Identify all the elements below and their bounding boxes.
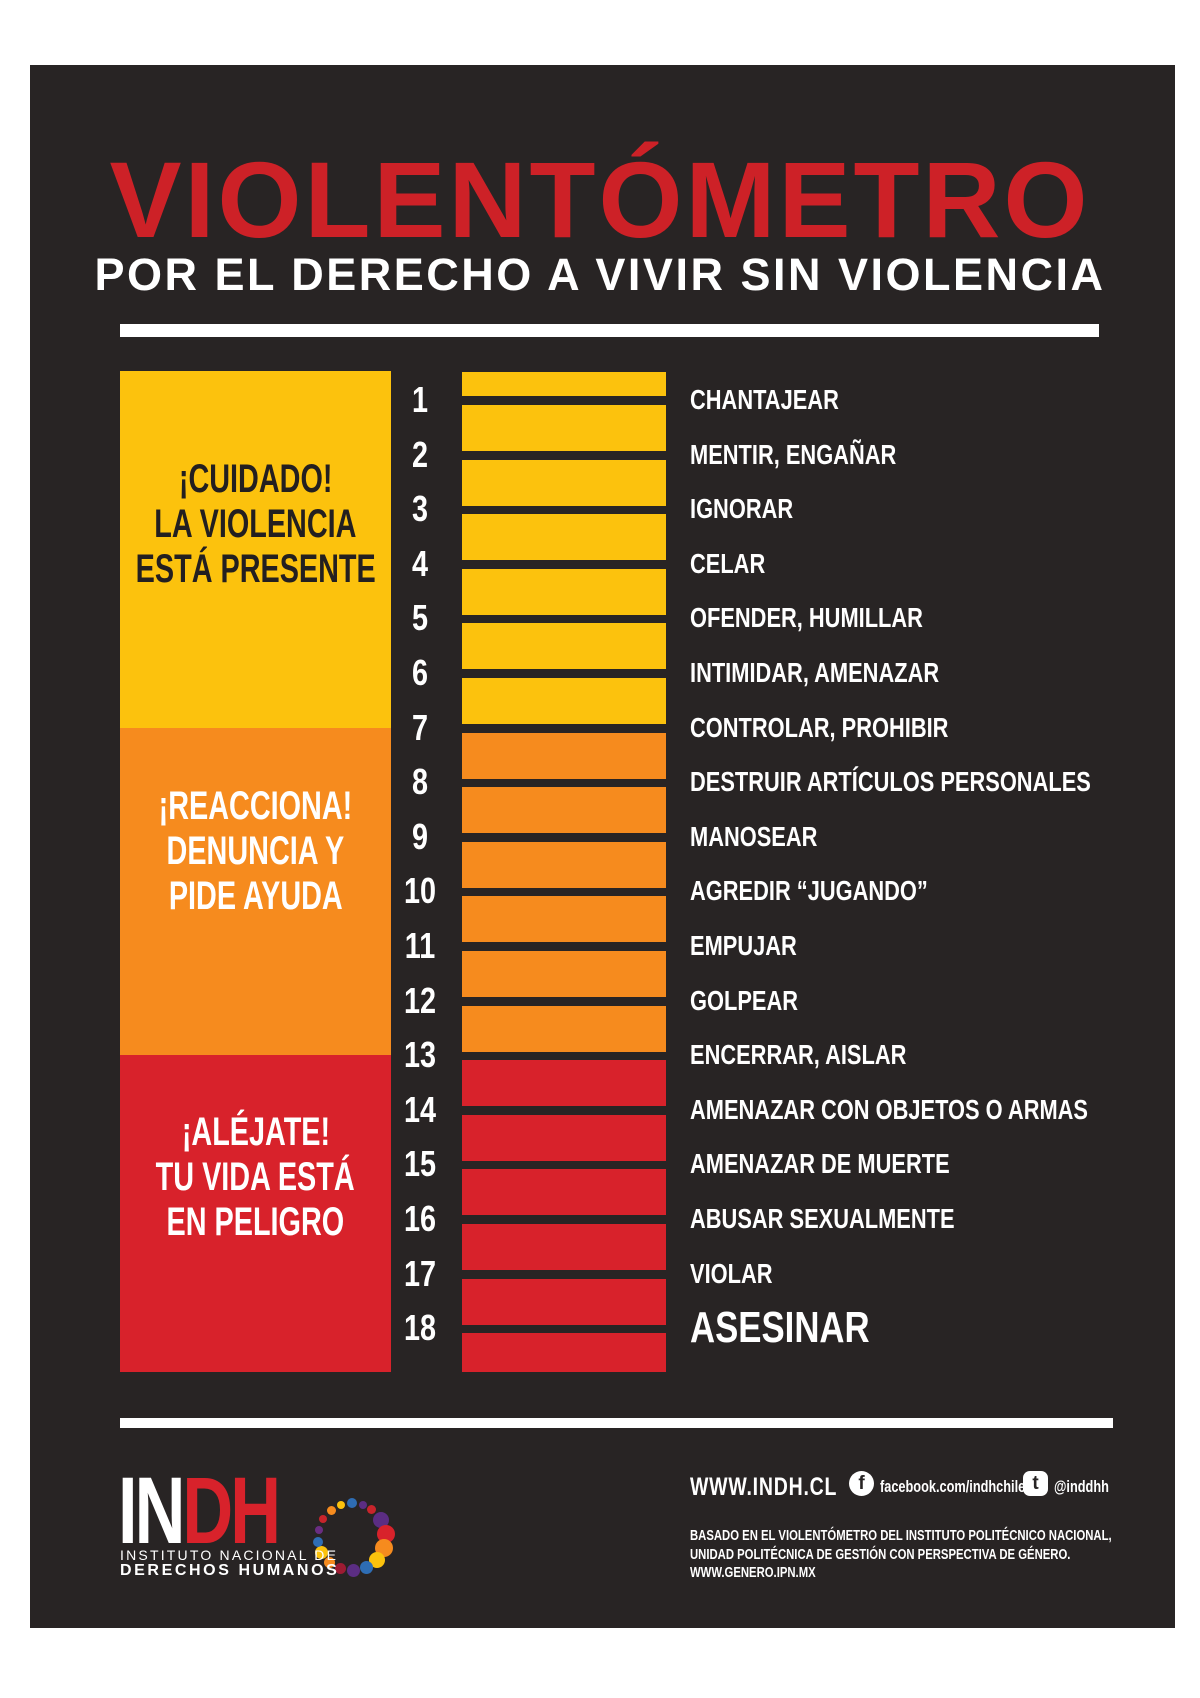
meter-number: 15 — [403, 1143, 437, 1184]
zone-text-line: EN PELIGRO — [166, 1200, 345, 1244]
meter-number: 18 — [403, 1307, 437, 1348]
zone-text-line: PIDE AYUDA — [168, 874, 343, 918]
meter-bar — [462, 842, 666, 888]
meter-label: VIOLAR — [690, 1258, 773, 1289]
meter-bar — [462, 569, 666, 615]
poster-subtitle: POR EL DERECHO A VIVIR SIN VIOLENCIA — [94, 249, 1106, 300]
meter-bar — [462, 1060, 666, 1106]
meter-label: AGREDIR “JUGANDO” — [690, 875, 928, 906]
website-url: WWW.INDH.CL — [690, 1473, 838, 1501]
meter-label: CONTROLAR, PROHIBIR — [690, 712, 949, 743]
meter-bar — [462, 1006, 666, 1052]
meter-bar — [462, 951, 666, 997]
zone-text-line: TU VIDA ESTÁ — [156, 1155, 355, 1199]
meter-label: AMENAZAR DE MUERTE — [690, 1148, 950, 1179]
meter-label: ENCERRAR, AISLAR — [690, 1039, 907, 1070]
meter-number: 13 — [403, 1034, 437, 1075]
indh-logo: INDH — [118, 1464, 281, 1559]
zone-text-line: ¡REACCIONA! — [158, 784, 353, 828]
bottom-divider — [120, 1418, 1113, 1428]
meter-label: CELAR — [690, 548, 766, 579]
logo-institute-line2: DERECHOS HUMANOS — [120, 1562, 340, 1579]
meter-number: 7 — [411, 707, 429, 748]
zone-text-line: ESTÁ PRESENTE — [135, 547, 376, 591]
meter-label: IGNORAR — [690, 493, 794, 524]
logo-dh: DH — [182, 1458, 281, 1564]
meter-label: EMPUJAR — [690, 930, 797, 961]
meter-bar — [462, 1224, 666, 1270]
zone-text-line: ¡ALÉJATE! — [181, 1110, 330, 1154]
twitter-icon: t — [1023, 1471, 1048, 1496]
facebook-handle: facebook.com/indhchile — [880, 1477, 1026, 1496]
meter-label: ASESINAR — [690, 1303, 870, 1352]
facebook-icon: f — [849, 1471, 874, 1496]
meter-bar — [462, 405, 666, 451]
zone-text-line: LA VIOLENCIA — [154, 502, 357, 546]
meter-label: MANOSEAR — [690, 821, 818, 852]
meter-number: 6 — [411, 652, 429, 693]
top-divider — [120, 324, 1099, 337]
meter-number: 12 — [403, 980, 437, 1021]
meter-label: DESTRUIR ARTÍCULOS PERSONALES — [690, 766, 1091, 797]
meter-bar — [462, 460, 666, 506]
poster-title: VIOLENTÓMETRO — [109, 139, 1091, 260]
meter-bar — [462, 372, 666, 396]
zone-text-line: DENUNCIA Y — [166, 829, 345, 873]
logo-in: IN — [118, 1458, 185, 1564]
logo-institute-line1: INSTITUTO NACIONAL DE — [120, 1547, 339, 1563]
meter-number: 16 — [403, 1198, 437, 1239]
meter-label: GOLPEAR — [690, 985, 799, 1016]
meter-number: 5 — [411, 597, 429, 638]
meter-label: AMENAZAR CON OBJETOS O ARMAS — [690, 1094, 1088, 1125]
meter-number: 3 — [411, 488, 429, 529]
twitter-handle: @inddhh — [1054, 1477, 1109, 1496]
meter-label: CHANTAJEAR — [690, 384, 839, 415]
zone-box-alejate: ¡ALÉJATE! TU VIDA ESTÁ EN PELIGRO — [120, 1055, 391, 1372]
meter-bar — [462, 1279, 666, 1325]
meter-label: ABUSAR SEXUALMENTE — [690, 1203, 955, 1234]
meter-bar — [462, 1169, 666, 1215]
meter-number: 4 — [411, 543, 429, 584]
meter-bar — [462, 623, 666, 669]
zone-box-reacciona: ¡REACCIONA! DENUNCIA Y PIDE AYUDA — [120, 728, 391, 1055]
meter-number: 17 — [403, 1253, 437, 1294]
meter-number: 11 — [404, 925, 436, 966]
meter-bar — [462, 787, 666, 833]
zone-box-cuidado: ¡CUIDADO! LA VIOLENCIA ESTÁ PRESENTE — [120, 371, 391, 728]
credit-line: UNIDAD POLITÉCNICA DE GESTIÓN CON PERSPE… — [690, 1546, 1071, 1563]
meter-label: INTIMIDAR, AMENAZAR — [690, 657, 940, 688]
meter-bar — [462, 678, 666, 724]
meter-label: MENTIR, ENGAÑAR — [690, 439, 897, 470]
meter-bar — [462, 1115, 666, 1161]
meter-label: OFENDER, HUMILLAR — [690, 602, 923, 633]
meter-number: 9 — [411, 816, 429, 857]
meter-number: 8 — [411, 761, 429, 802]
meter-number: 14 — [403, 1089, 437, 1130]
meter-bar — [462, 896, 666, 942]
meter-tail-bar — [462, 1333, 666, 1372]
credit-text: BASADO EN EL VIOLENTÓMETRO DEL INSTITUTO… — [690, 1527, 1112, 1583]
credit-line: BASADO EN EL VIOLENTÓMETRO DEL INSTITUTO… — [690, 1528, 1112, 1544]
meter-number: 2 — [411, 434, 429, 475]
meter-number: 1 — [411, 379, 429, 420]
zone-text-line: ¡CUIDADO! — [178, 457, 333, 501]
credit-line: WWW.GENERO.IPN.MX — [690, 1565, 816, 1581]
meter-bar — [462, 514, 666, 560]
meter-bar — [462, 733, 666, 779]
meter-number: 10 — [403, 870, 437, 911]
